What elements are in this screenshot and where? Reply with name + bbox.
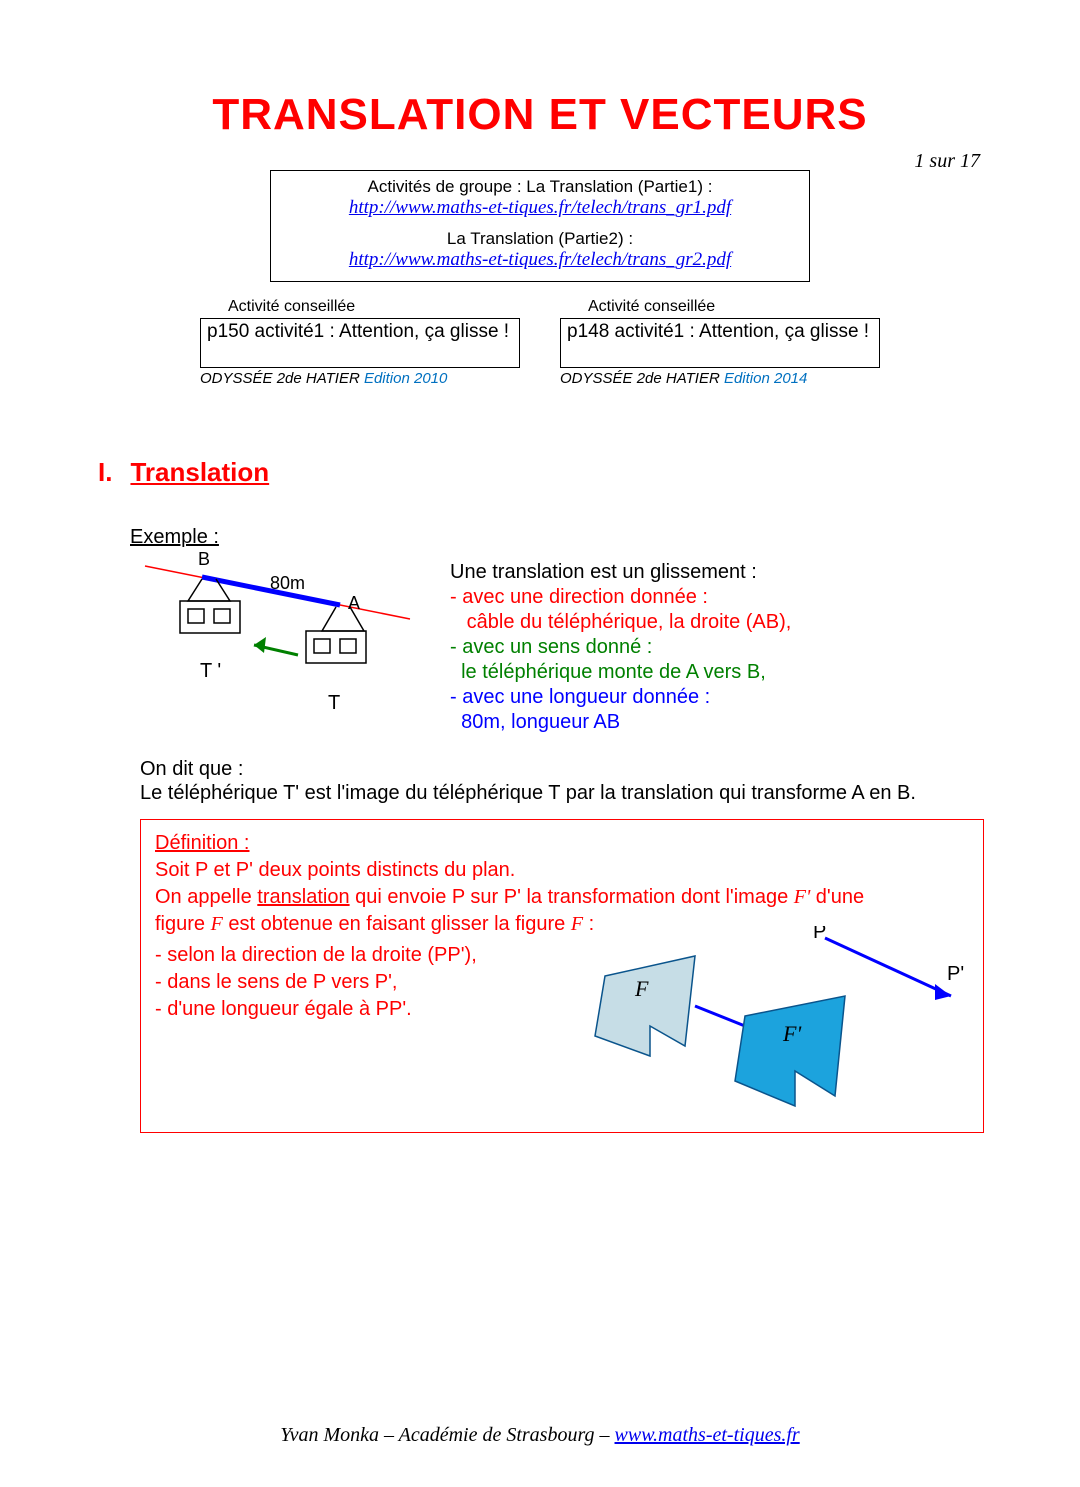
page-number: 1 sur 17 [914, 150, 980, 173]
ref-book: ODYSSÉE 2de HATIER [560, 370, 724, 387]
example-block: Exemple : B A 80m [130, 526, 1080, 735]
sens-line1: - avec un sens donné : [450, 635, 791, 660]
definition-box: Définition : Soit P et P' deux points di… [140, 819, 984, 1133]
activity-box-right: p148 activité1 : Attention, ça glisse ! [560, 318, 880, 368]
activity-right: Activité conseillée p148 activité1 : Att… [560, 298, 880, 387]
sens-line2: le téléphérique monte de A vers B, [450, 660, 791, 685]
link-site[interactable]: www.maths-et-tiques.fr [615, 1424, 800, 1446]
svg-text:P': P' [947, 963, 964, 985]
example-label: Exemple : [130, 526, 440, 549]
link-trans-gr2[interactable]: http://www.maths-et-tiques.fr/telech/tra… [349, 249, 731, 270]
activity-group-label-1: Activités de groupe : La Translation (Pa… [281, 177, 799, 197]
direction-line2: câble du téléphérique, la droite (AB), [450, 610, 791, 635]
definition-line1: Soit P et P' deux points distincts du pl… [155, 857, 969, 884]
svg-text:T ': T ' [200, 660, 221, 682]
resources-box: Activités de groupe : La Translation (Pa… [270, 170, 810, 282]
activity-label: Activité conseillée [588, 298, 880, 316]
svg-text:F': F' [782, 1021, 801, 1046]
page-title: TRANSLATION ET VECTEURS [0, 90, 1080, 140]
activity-group-label-2: La Translation (Partie2) : [281, 229, 799, 249]
definition-diagram: F F' P P' [565, 926, 965, 1126]
direction-line1: - avec une direction donnée : [450, 585, 791, 610]
page-footer: Yvan Monka – Académie de Strasbourg – ww… [0, 1424, 1080, 1447]
activity-box-left: p150 activité1 : Attention, ça glisse ! [200, 318, 520, 368]
activity-left: Activité conseillée p150 activité1 : Att… [200, 298, 520, 387]
ref-book: ODYSSÉE 2de HATIER [200, 370, 364, 387]
example-description: Une translation est un glissement : - av… [450, 526, 791, 735]
link-trans-gr1[interactable]: http://www.maths-et-tiques.fr/telech/tra… [349, 197, 731, 218]
author: Yvan Monka – Académie de Strasbourg – [280, 1424, 614, 1446]
p-line2: Le téléphérique T' est l'image du téléph… [140, 782, 916, 804]
p-line1: On dit que : [140, 758, 243, 780]
definition-heading: Définition : [155, 832, 250, 854]
svg-text:80m: 80m [270, 573, 305, 593]
ref-edition: Edition 2014 [724, 370, 807, 387]
definition-line2: On appelle translation qui envoie P sur … [155, 884, 969, 911]
svg-text:A: A [348, 593, 360, 613]
statement-paragraph: On dit que : Le téléphérique T' est l'im… [140, 757, 950, 805]
activity-label: Activité conseillée [228, 298, 520, 316]
section-heading: I. Translation [98, 457, 1080, 488]
section-number: I. [98, 457, 112, 487]
section-title: Translation [130, 457, 269, 487]
length-line1: - avec une longueur donnée : [450, 685, 791, 710]
activity-ref-right: ODYSSÉE 2de HATIER Edition 2014 [560, 370, 880, 387]
activities-row: Activité conseillée p150 activité1 : Att… [0, 298, 1080, 387]
intro-line: Une translation est un glissement : [450, 560, 791, 585]
telepherique-diagram: B A 80m T ' T [130, 551, 430, 721]
svg-text:F: F [634, 976, 649, 1001]
svg-text:T: T [328, 692, 340, 714]
svg-text:B: B [198, 551, 210, 569]
ref-edition: Edition 2010 [364, 370, 447, 387]
length-line2: 80m, longueur AB [450, 710, 791, 735]
activity-ref-left: ODYSSÉE 2de HATIER Edition 2010 [200, 370, 520, 387]
svg-text:P: P [813, 926, 826, 943]
